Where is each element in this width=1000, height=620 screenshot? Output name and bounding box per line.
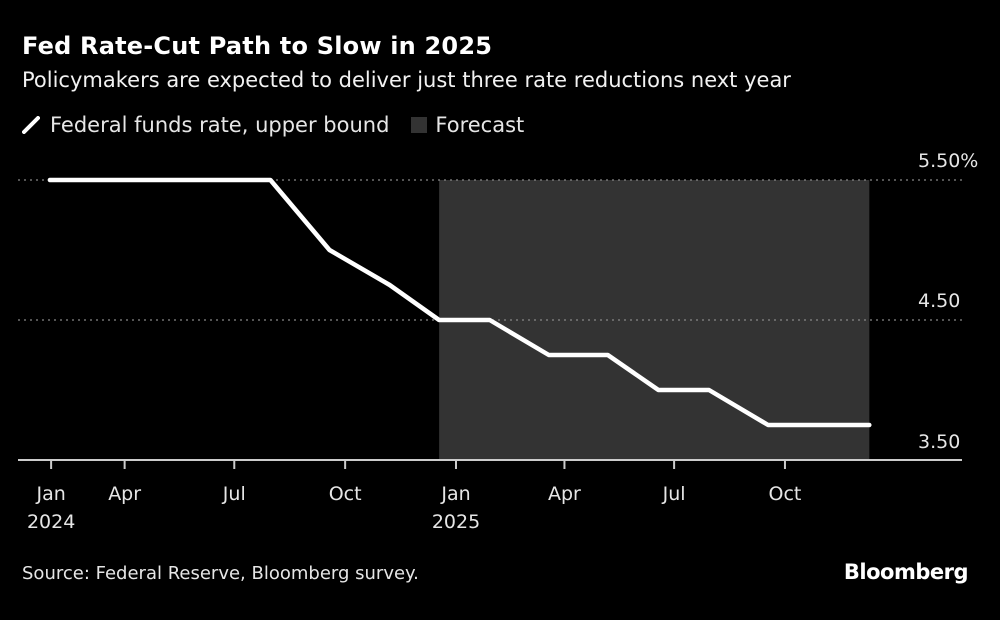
chart-title: Fed Rate-Cut Path to Slow in 2025	[22, 32, 493, 60]
x-tick-label: Oct	[329, 483, 362, 505]
x-tick-label: Jan	[440, 483, 470, 505]
source-note: Source: Federal Reserve, Bloomberg surve…	[22, 563, 419, 584]
legend-forecast-swatch	[411, 117, 428, 133]
legend: Federal funds rate, upper bound Forecast	[22, 113, 524, 137]
y-tick-label: 3.50	[918, 431, 960, 453]
series-line-fed-funds	[47, 177, 872, 428]
x-tick-label: Oct	[769, 483, 802, 505]
x-tick-year-label: 2025	[432, 511, 480, 533]
x-tick-label: Jul	[662, 483, 686, 505]
x-tick-year-label: 2024	[27, 511, 75, 533]
bloomberg-logo: Bloomberg	[843, 560, 969, 584]
legend-line-icon	[22, 116, 40, 134]
y-tick-label: 5.50%	[918, 150, 978, 172]
y-tick-label: 4.50	[918, 290, 960, 312]
chart-subtitle: Policymakers are expected to deliver jus…	[22, 68, 791, 92]
legend-line-label: Federal funds rate, upper bound	[50, 113, 390, 137]
x-tick-label: Jul	[222, 483, 246, 505]
legend-forecast-label: Forecast	[435, 113, 525, 137]
x-tick-label: Jan	[35, 483, 65, 505]
x-tick-label: Apr	[548, 483, 581, 505]
x-tick-label: Apr	[108, 483, 141, 505]
